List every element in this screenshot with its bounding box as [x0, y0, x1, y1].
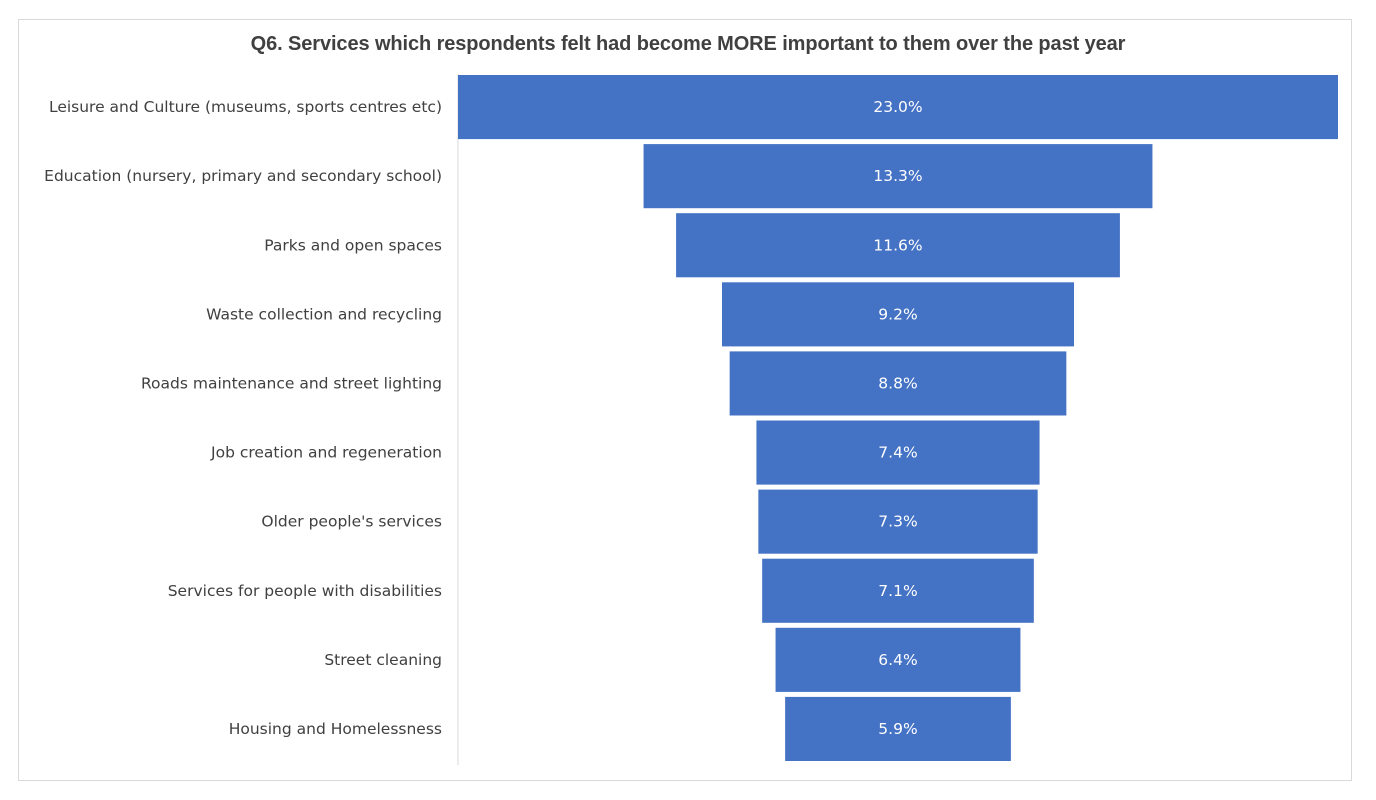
chart-title: Q6. Services which respondents felt had … — [250, 33, 1126, 55]
bar — [756, 420, 1040, 485]
bar — [775, 627, 1021, 692]
category-label: Job creation and regeneration — [210, 444, 442, 462]
bar — [458, 75, 1338, 140]
data-label: 7.3% — [878, 513, 917, 531]
bar — [729, 351, 1067, 416]
data-label: 5.9% — [878, 720, 917, 738]
bar — [676, 213, 1120, 278]
data-label: 13.3% — [873, 167, 922, 185]
category-label: Leisure and Culture (museums, sports cen… — [49, 98, 442, 116]
category-label: Parks and open spaces — [264, 236, 442, 254]
category-label: Older people's services — [261, 513, 442, 531]
data-label: 11.6% — [873, 236, 922, 254]
category-label: Services for people with disabilities — [168, 582, 442, 600]
bar — [785, 696, 1011, 761]
bar — [722, 282, 1074, 347]
bar — [758, 489, 1038, 554]
data-label: 7.4% — [878, 444, 917, 462]
category-label: Roads maintenance and street lighting — [141, 374, 442, 392]
bar — [762, 558, 1034, 623]
data-label: 7.1% — [878, 582, 917, 600]
data-label: 23.0% — [873, 98, 922, 116]
data-label: 9.2% — [878, 305, 917, 323]
data-label: 6.4% — [878, 651, 917, 669]
category-label: Housing and Homelessness — [229, 720, 442, 738]
category-label: Education (nursery, primary and secondar… — [44, 167, 442, 185]
bar — [643, 144, 1153, 209]
category-label: Waste collection and recycling — [206, 305, 442, 323]
category-label: Street cleaning — [324, 651, 442, 669]
data-label: 8.8% — [878, 374, 917, 392]
